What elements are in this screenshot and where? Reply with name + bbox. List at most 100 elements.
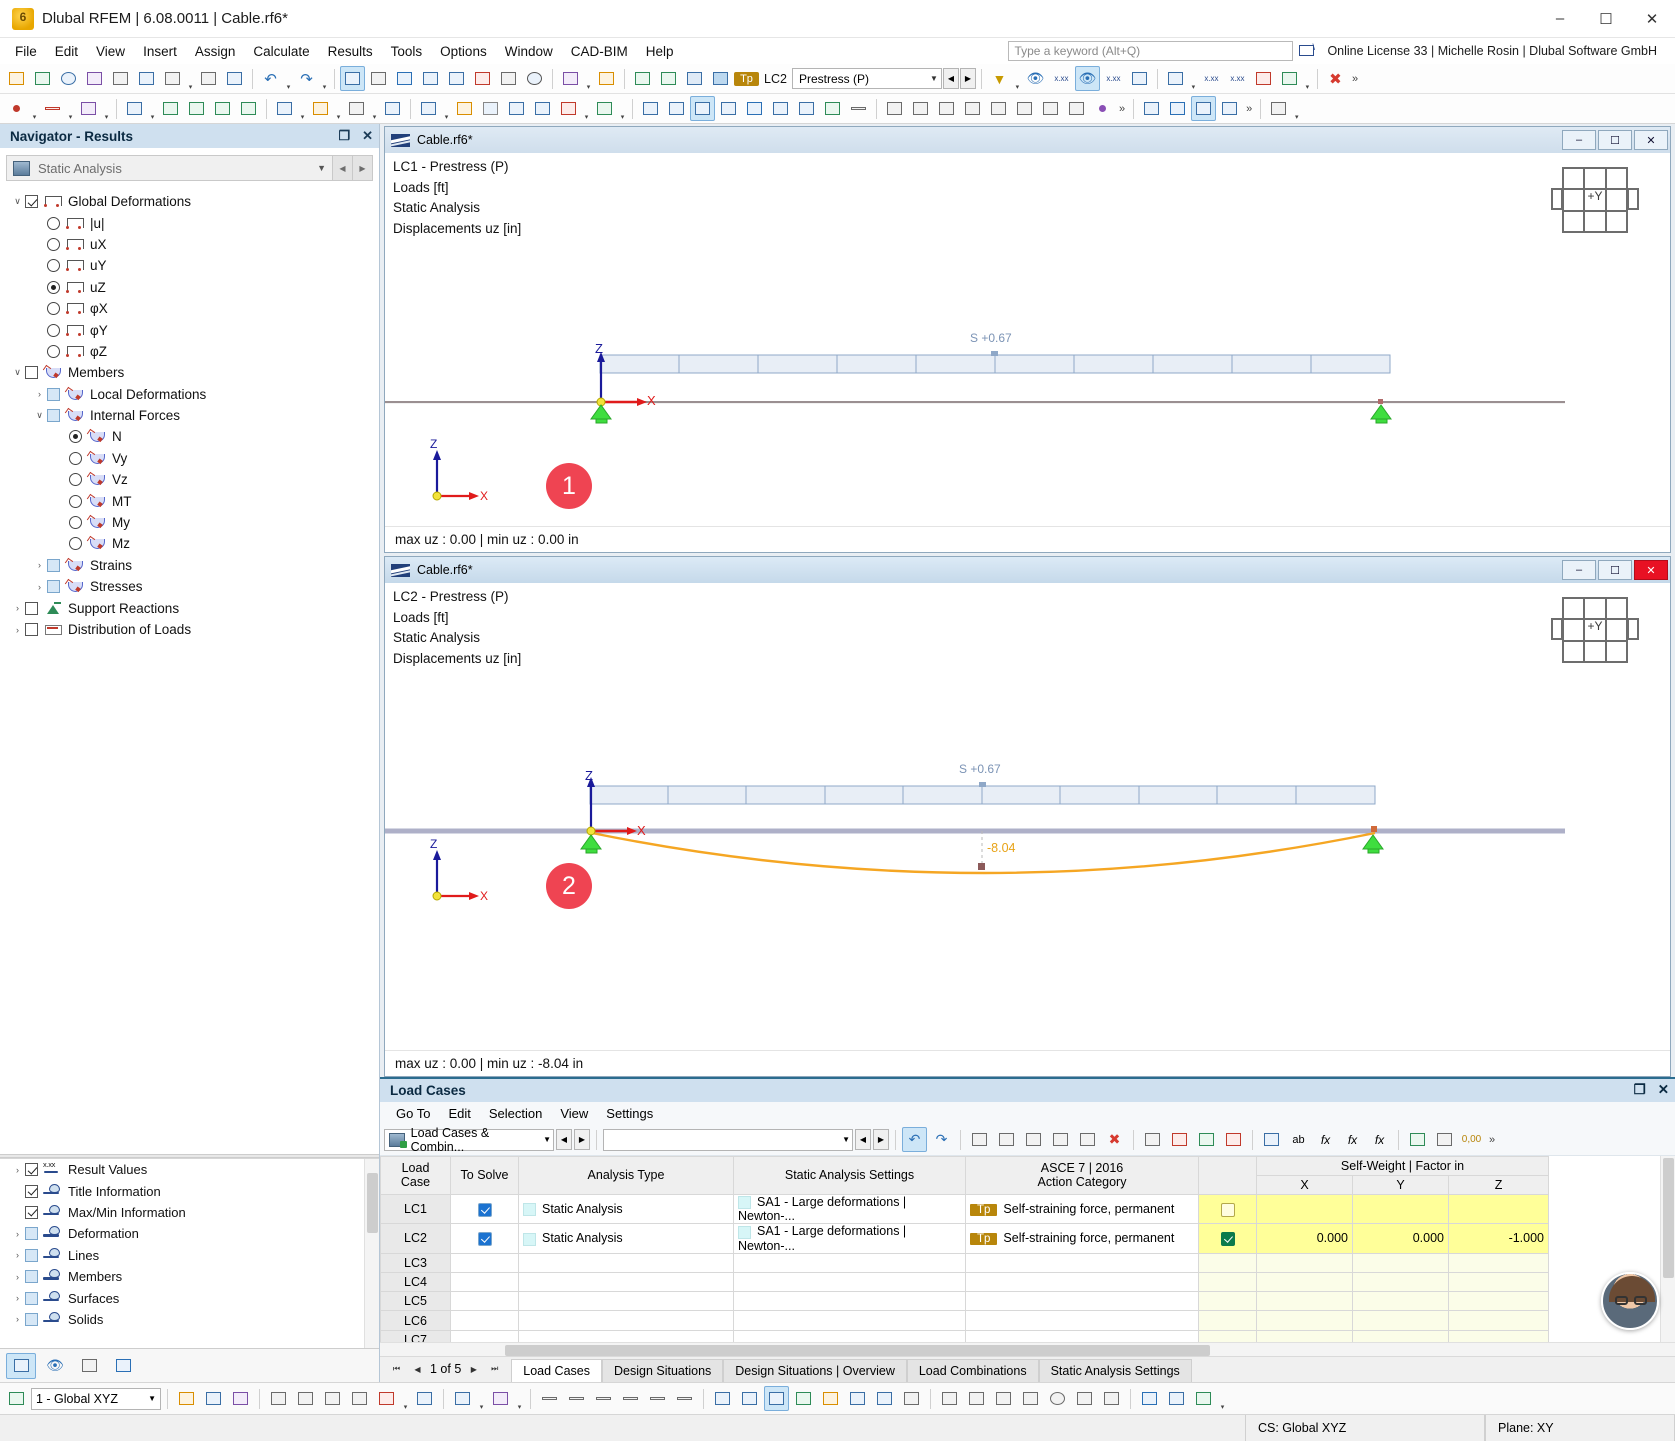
support-node-icon[interactable]: [158, 96, 183, 121]
model-window-1-close[interactable]: ✕: [1634, 130, 1668, 150]
excel-export-icon[interactable]: [1405, 1127, 1430, 1152]
filter-next-button[interactable]: ▶: [873, 1129, 889, 1151]
tree-radio[interactable]: [69, 451, 82, 465]
hinge-dropdown-icon[interactable]: ▾: [300, 114, 305, 121]
row-static-settings-cell[interactable]: [733, 1252, 966, 1273]
snap-perpendicular-icon[interactable]: [374, 1386, 399, 1411]
row-sw-x-cell[interactable]: 0.000: [1256, 1223, 1353, 1254]
result-sections-icon[interactable]: [418, 66, 443, 91]
tree-radio[interactable]: [47, 237, 60, 251]
self-weight-checkbox[interactable]: [1220, 1231, 1235, 1246]
menu-insert[interactable]: Insert: [143, 43, 177, 59]
visibility-mode-icon[interactable]: 👁: [46, 1357, 64, 1373]
save-icon[interactable]: [134, 66, 159, 91]
tree-radio[interactable]: [47, 259, 60, 273]
surface-load-icon[interactable]: [530, 96, 555, 121]
results-tree[interactable]: ∨ Global Deformations |u| uX uY uZ φX φY φZ ∨ Memb…: [0, 185, 379, 1154]
visual-object-icon[interactable]: [522, 66, 547, 91]
member-dropdown-icon[interactable]: ▾: [104, 114, 109, 121]
tree-item-lines[interactable]: › Lines: [0, 1245, 379, 1266]
dimension-icon[interactable]: [450, 1386, 475, 1411]
imperfection-dropdown-icon[interactable]: ▾: [584, 114, 589, 121]
expander-icon[interactable]: ∨: [36, 410, 43, 421]
layers-dropdown-icon[interactable]: ▾: [517, 1404, 522, 1411]
row-static-settings-cell[interactable]: [733, 1291, 966, 1312]
to-solve-checkbox[interactable]: [477, 1202, 492, 1217]
zoom-all-icon[interactable]: [1266, 96, 1291, 121]
load-case-type-chip[interactable]: Tp: [734, 66, 759, 91]
diagram-tool-icon[interactable]: [1251, 66, 1276, 91]
tab-load-combinations[interactable]: Load Combinations: [906, 1358, 1039, 1382]
model-window-2-maximize[interactable]: ☐: [1598, 560, 1632, 580]
results-mode-icon[interactable]: [108, 1353, 138, 1379]
menu-options[interactable]: Options: [440, 43, 487, 59]
row-action-category-cell[interactable]: [965, 1329, 1199, 1342]
next-page-button[interactable]: ▶: [470, 1364, 477, 1374]
menu-tools[interactable]: Tools: [390, 43, 423, 59]
circle-icon[interactable]: [1045, 1386, 1070, 1411]
delete-results-icon[interactable]: ✖: [1329, 70, 1342, 88]
snap-endpoint-icon[interactable]: [266, 1386, 291, 1411]
indent-right-icon[interactable]: [1221, 1127, 1246, 1152]
export-icon[interactable]: [1140, 1127, 1165, 1152]
line-load-icon[interactable]: [504, 96, 529, 121]
print-dropdown-icon[interactable]: ▾: [188, 84, 193, 91]
tree-checkbox[interactable]: [25, 195, 38, 209]
menu-assign[interactable]: Assign: [194, 43, 236, 59]
tree-item-members[interactable]: › Members: [0, 1266, 379, 1287]
view-snap-icon[interactable]: [1165, 96, 1190, 121]
navigator-splitter[interactable]: [0, 1154, 379, 1158]
view-ortho-icon[interactable]: [1191, 96, 1217, 121]
camera-icon[interactable]: [74, 1353, 104, 1379]
row-action-category-cell[interactable]: Tp Self-straining force, permanent: [965, 1194, 1199, 1225]
row-analysis-type-cell[interactable]: [518, 1310, 734, 1331]
row-sw-y-cell[interactable]: [1352, 1271, 1449, 1293]
opening-icon[interactable]: [380, 96, 405, 121]
tree-item-surfaces[interactable]: › Surfaces: [0, 1287, 379, 1308]
model-window-2-minimize[interactable]: –: [1562, 560, 1596, 580]
row-to-solve-cell[interactable]: [450, 1223, 519, 1254]
table-row[interactable]: LC3: [380, 1252, 1550, 1273]
close-button[interactable]: ✕: [1645, 10, 1659, 28]
model-window-2-close[interactable]: ✕: [1634, 560, 1668, 580]
grid-plane-icon[interactable]: [201, 1386, 226, 1411]
section-dropdown-icon[interactable]: ▾: [444, 114, 449, 121]
results-diagram-icon[interactable]: [392, 66, 417, 91]
analysis-type-combo[interactable]: Static Analysis ▼ ◀ ▶: [6, 155, 373, 181]
numeric-results-2-icon[interactable]: x.xx: [1230, 73, 1245, 83]
tree-item--u-[interactable]: |u|: [0, 212, 379, 233]
printout-icon[interactable]: [108, 66, 133, 91]
view-cube-2[interactable]: +Y: [1551, 597, 1639, 663]
render-solid-icon[interactable]: [710, 1386, 735, 1411]
row-action-category-cell[interactable]: [965, 1271, 1199, 1293]
tree-item--y[interactable]: φY: [0, 319, 379, 340]
prev-load-case-button[interactable]: ◀: [942, 68, 959, 89]
row-static-settings-cell[interactable]: [733, 1310, 966, 1331]
delete-row-icon[interactable]: ✖: [1108, 1131, 1121, 1148]
row-static-settings-cell[interactable]: [733, 1271, 966, 1293]
tree-item-mz[interactable]: Mz: [0, 533, 379, 554]
layers-icon[interactable]: [488, 1386, 513, 1411]
tree-item-members[interactable]: ∨ Members: [0, 362, 379, 383]
redo-icon[interactable]: ↷: [300, 70, 313, 88]
tree-item-ux[interactable]: uX: [0, 234, 379, 255]
render-shaded-icon[interactable]: [764, 1386, 789, 1411]
row-self-weight-toggle-cell[interactable]: [1198, 1271, 1257, 1293]
row-sw-y-cell[interactable]: [1352, 1252, 1449, 1273]
menu-view[interactable]: View: [96, 43, 126, 59]
filter-dropdown-icon[interactable]: ▾: [1015, 84, 1020, 91]
table-row[interactable]: LC7: [380, 1329, 1550, 1342]
tree-radio[interactable]: [69, 494, 82, 508]
row-self-weight-toggle-cell[interactable]: [1198, 1291, 1257, 1312]
display-options-tree[interactable]: › Result Values Title Information Max/Min I…: [0, 1158, 379, 1348]
deformation-plot-icon[interactable]: [742, 96, 767, 121]
print-icon[interactable]: [160, 66, 185, 91]
tree-checkbox[interactable]: [47, 387, 60, 401]
row-to-solve-cell[interactable]: [450, 1252, 519, 1273]
row-sw-x-cell[interactable]: [1256, 1329, 1353, 1342]
angle-icon[interactable]: [964, 1386, 989, 1411]
view-toolbar-overflow-icon[interactable]: »: [1246, 102, 1253, 115]
row-analysis-type-cell[interactable]: [518, 1271, 734, 1293]
close-icon[interactable]: ✕: [1657, 1082, 1669, 1098]
tree-item-my[interactable]: My: [0, 512, 379, 533]
